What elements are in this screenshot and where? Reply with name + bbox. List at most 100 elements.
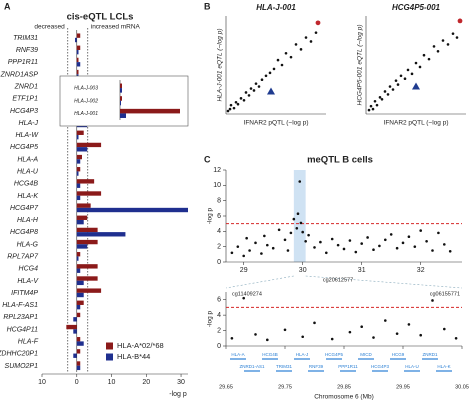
point [244, 91, 248, 94]
point [254, 241, 257, 245]
bar [120, 83, 122, 89]
point [314, 31, 318, 34]
point [226, 109, 230, 113]
point [380, 98, 384, 101]
zoom-line [225, 275, 294, 289]
point [307, 233, 310, 237]
point [298, 180, 302, 183]
point [247, 94, 251, 97]
chart-title: cis-eQTL LCLs [67, 12, 134, 23]
point [272, 67, 276, 71]
bar [76, 167, 81, 172]
category-label: PPP1R11 [8, 59, 38, 66]
point [260, 252, 263, 255]
legend-swatch [106, 342, 113, 350]
point [406, 68, 410, 72]
legend-label: HLA-B*44 [117, 352, 150, 361]
x-tick-label: 30 [177, 379, 185, 386]
gene-label: TRIM31 [276, 364, 293, 369]
bar [76, 361, 81, 366]
y-tick-label: 0 [217, 259, 221, 266]
category-label: ZNRD1ASP [0, 71, 38, 78]
x-axis-label: IFNAR2 pQTL (−log p) [384, 120, 449, 127]
bar [76, 312, 81, 318]
point [425, 240, 428, 243]
annotation: cg06155771 [430, 291, 460, 297]
point [260, 78, 264, 81]
point [313, 321, 316, 325]
point [254, 333, 257, 336]
point [443, 243, 446, 246]
category-label: HCG4P11 [7, 326, 38, 333]
point [289, 55, 293, 59]
point [383, 90, 387, 93]
bar [73, 353, 77, 358]
bar [76, 49, 79, 55]
bar [76, 276, 98, 281]
category-label: HLA-J-002 [74, 98, 98, 104]
x-tick-label: 30.05 [455, 384, 469, 390]
chart-title: HCG4P5-001 [392, 3, 441, 12]
point [294, 43, 298, 46]
gene-label: ZNRD1 [422, 352, 437, 357]
point [284, 51, 288, 55]
x-tick-label: 10 [38, 379, 46, 386]
point [229, 103, 233, 107]
point [360, 325, 364, 329]
point [295, 226, 299, 230]
bar [76, 365, 81, 371]
bar [76, 147, 88, 152]
category-label: HLA-F [18, 338, 39, 345]
point [248, 249, 251, 252]
point [299, 221, 303, 225]
category-label: HLA-K [17, 193, 38, 200]
gene-label: HLA-K [437, 364, 450, 369]
point [257, 85, 261, 88]
bar [76, 154, 82, 160]
point [401, 241, 405, 245]
bar [76, 191, 102, 196]
point [301, 335, 305, 339]
y-axis-label: -log p [207, 310, 214, 327]
bar [76, 207, 188, 213]
point [268, 71, 272, 75]
point [348, 330, 352, 334]
point [239, 97, 243, 100]
category-label: HCG4P5 [10, 144, 38, 151]
y-tick-label: 6 [217, 213, 221, 220]
category-label: HLA-H [17, 217, 39, 224]
point [446, 43, 450, 46]
y-tick-label: 2 [217, 327, 221, 334]
point [394, 79, 398, 82]
point [325, 251, 328, 255]
point [304, 36, 308, 39]
bar [66, 324, 77, 330]
point [386, 93, 390, 96]
point [419, 229, 423, 232]
bar [76, 256, 79, 261]
y-tick-label: 6 [217, 297, 221, 304]
y-axis-label: -log p [207, 207, 214, 224]
point [388, 85, 392, 88]
annotation: cg20612577 [323, 277, 353, 283]
bar [76, 227, 98, 233]
y-axis-label: HLA-J-001 eQTL (−log p) [217, 28, 224, 101]
category-label: HLA-A [17, 156, 38, 163]
point [286, 249, 290, 252]
bar [76, 341, 84, 346]
bar [76, 203, 91, 208]
point [403, 77, 407, 81]
y-tick-label: 4 [217, 228, 221, 235]
point [454, 336, 458, 340]
point [228, 107, 232, 111]
point [230, 336, 234, 340]
annotation: increased mRNA [91, 24, 141, 31]
legend-swatch [106, 353, 113, 361]
point [360, 242, 364, 245]
point [336, 243, 340, 247]
point [375, 103, 379, 107]
point [373, 99, 377, 103]
bar [73, 317, 77, 322]
bar [76, 304, 81, 310]
gene-label: HCG4P5 [325, 352, 344, 357]
